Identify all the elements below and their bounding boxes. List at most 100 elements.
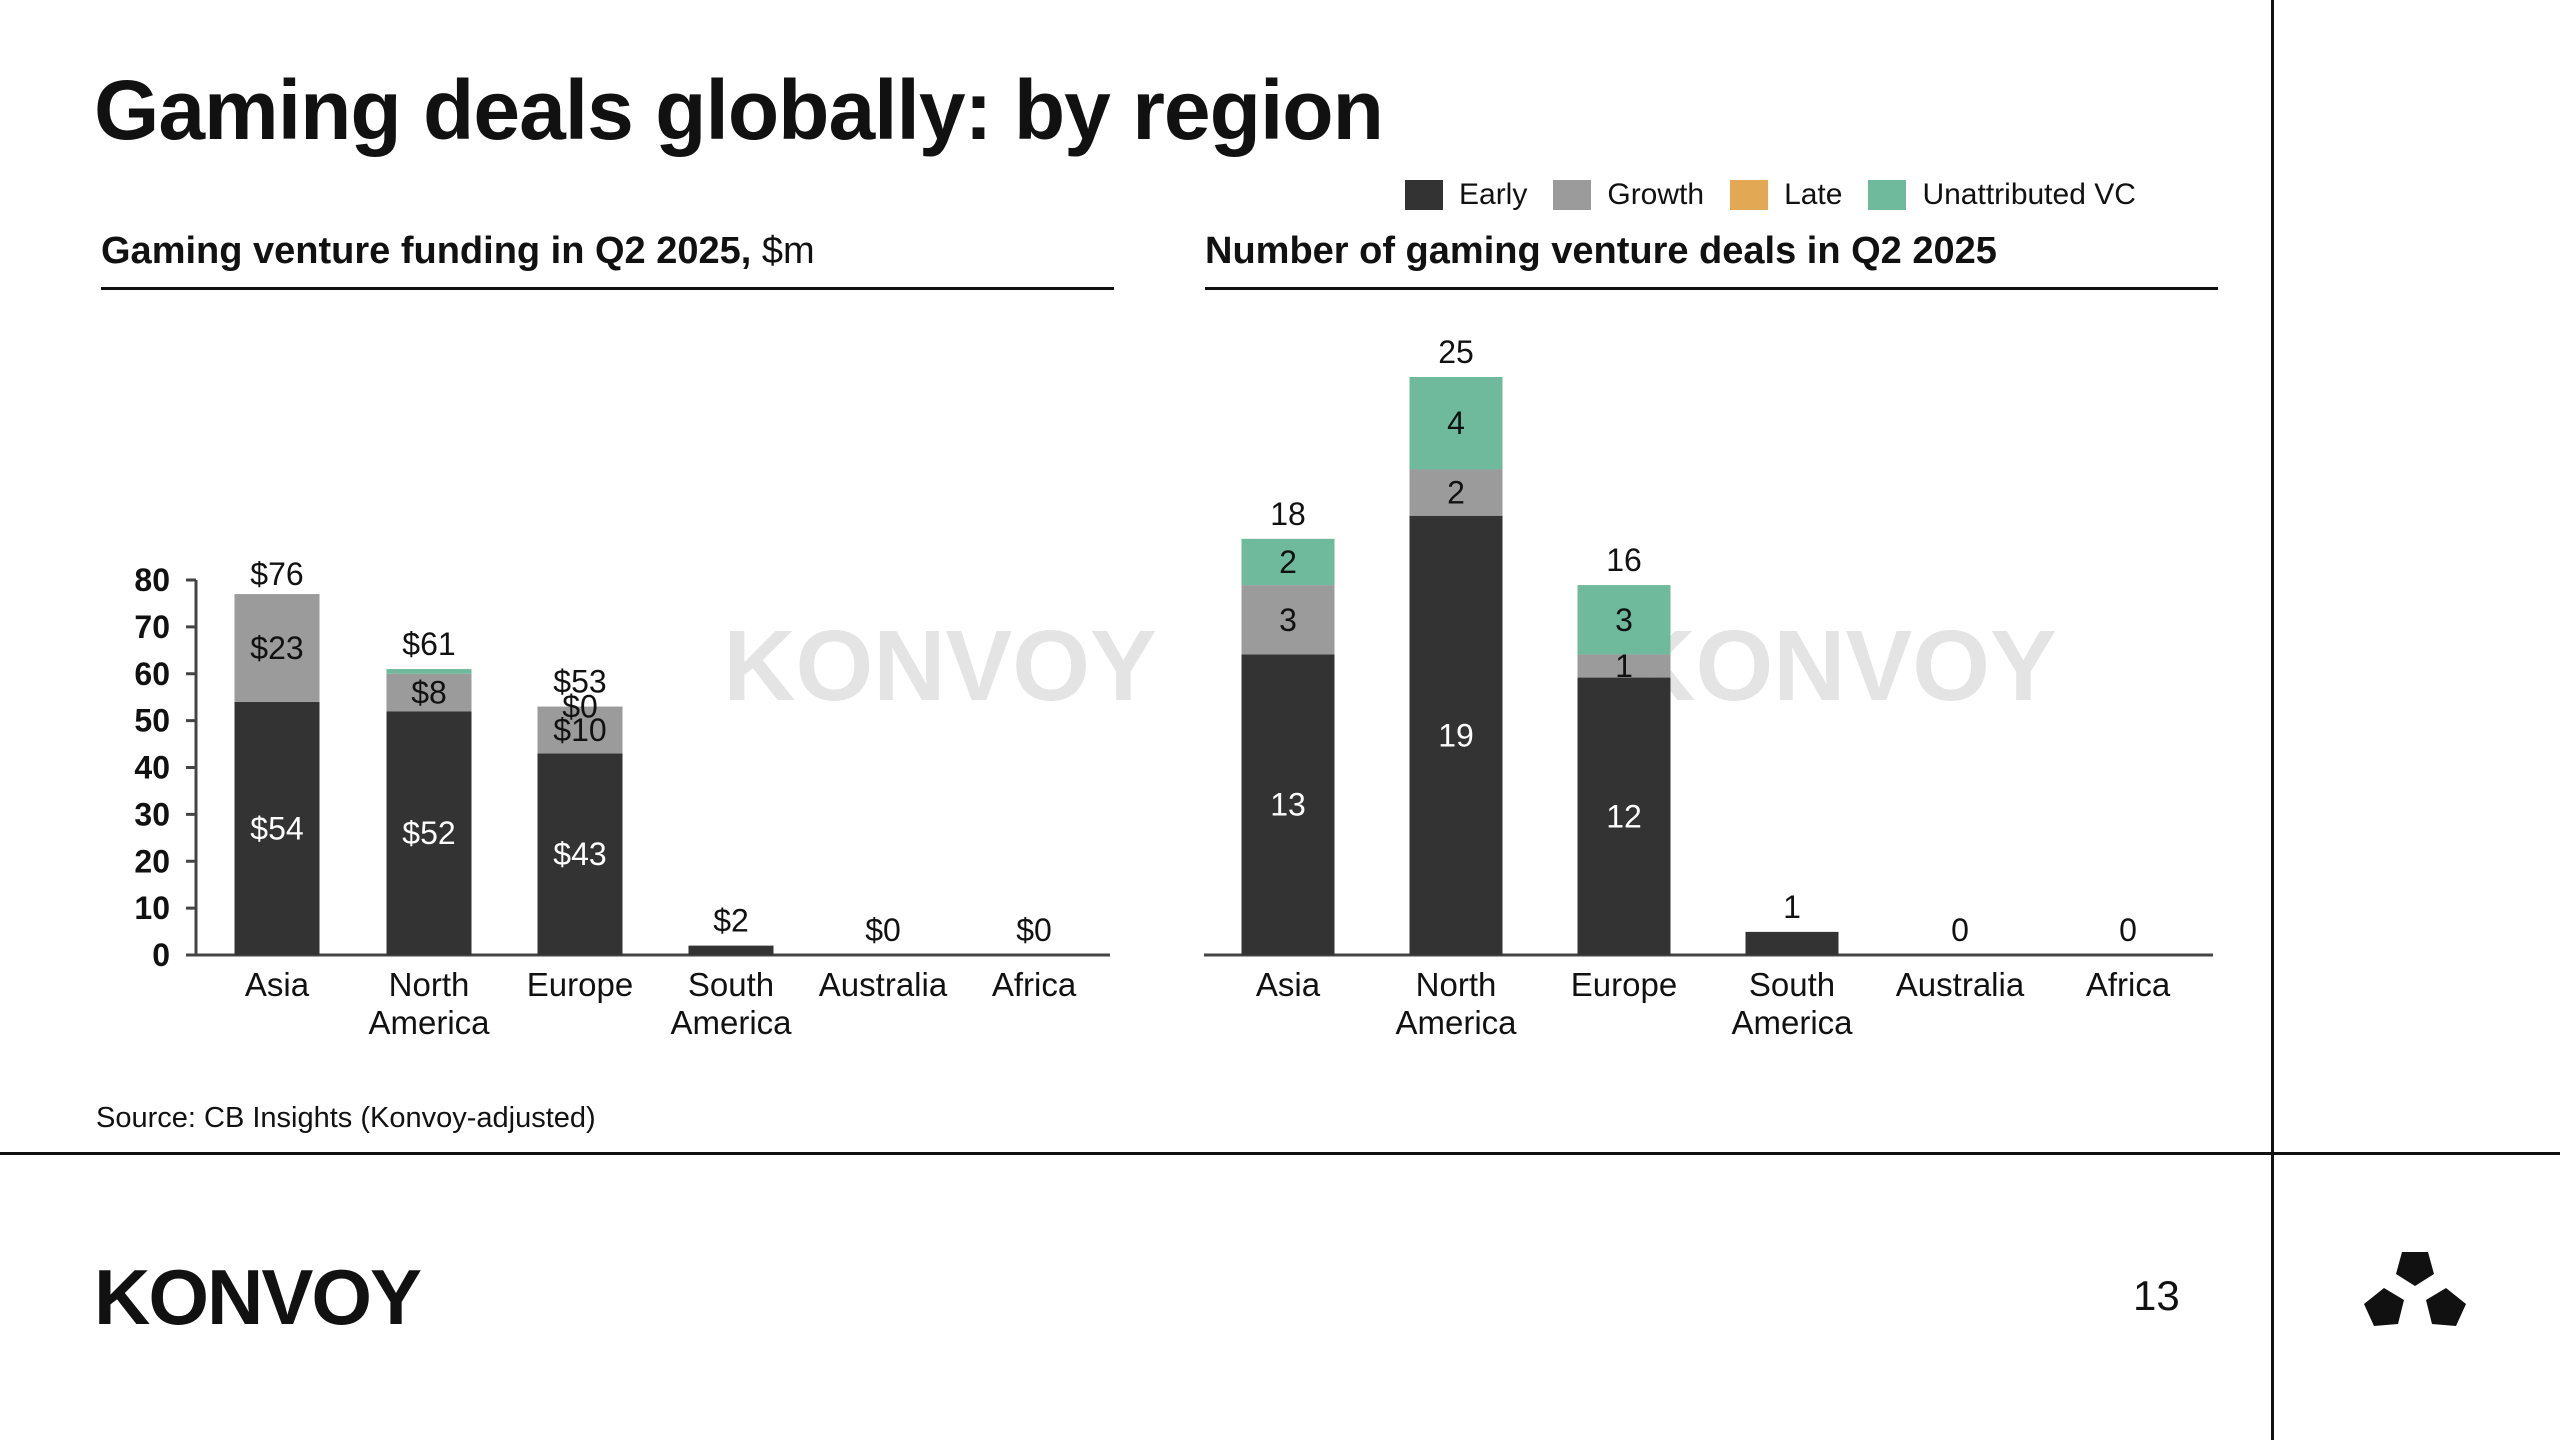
funding-category-label-north-america-line-1: North: [389, 966, 470, 1003]
funding-chart-title-text: Gaming venture funding in Q2 2025,: [101, 230, 752, 272]
funding-segment-label-europe-early: $43: [553, 836, 606, 872]
legend-swatch-unattributed-vc: [1868, 180, 1907, 210]
funding-y-tick-label-70: 70: [134, 609, 170, 645]
deals-segment-label-asia-unattributed-vc: 2: [1279, 544, 1297, 580]
funding-y-tick-label-50: 50: [134, 703, 170, 739]
vertical-divider: [2271, 0, 2274, 1440]
funding-bar-asia-growth: [234, 594, 320, 702]
deals-total-label-africa: 0: [2119, 912, 2137, 948]
deals-total-label-north-america: 25: [1438, 334, 1474, 370]
legend-label-growth: Growth: [1607, 178, 1705, 211]
deals-bar-north-america-growth: [1409, 469, 1503, 516]
deals-segment-label-asia-growth: 3: [1279, 602, 1297, 638]
funding-total-label-africa: $0: [1016, 912, 1052, 948]
watermark-right-text: KONVOY: [1623, 610, 2056, 722]
deals-total-label-south-america: 1: [1783, 889, 1801, 925]
funding-chart-title-unit: $m: [761, 230, 815, 272]
deals-chart: 133218Asia192425NorthAmerica121316Europe…: [1204, 334, 2213, 1041]
funding-total-label-europe: $53: [553, 664, 606, 700]
deals-bar-europe-early: [1577, 677, 1671, 955]
deals-chart-title: Number of gaming venture deals in Q2 202…: [1205, 230, 1997, 273]
funding-bar-europe-growth: [537, 706, 623, 754]
funding-y-tick-label-30: 30: [134, 796, 170, 832]
konvoy-mark-icon: [2364, 1252, 2466, 1326]
deals-category-label-europe: Europe: [1571, 966, 1677, 1003]
funding-category-label-europe: Europe: [527, 966, 633, 1003]
charts-canvas: KONVOY KONVOY 01020304050607080$54$23$76…: [134, 334, 2213, 1041]
deals-bar-europe-growth: [1577, 654, 1671, 678]
funding-total-label-asia: $76: [250, 556, 303, 592]
funding-bar-north-america-early: [386, 711, 472, 955]
deals-segment-label-north-america-early: 19: [1438, 717, 1474, 753]
watermark-left-text: KONVOY: [723, 610, 1156, 722]
funding-segment-label-north-america-early: $52: [402, 815, 455, 851]
funding-category-label-asia: Asia: [245, 966, 310, 1003]
deals-category-label-asia: Asia: [1256, 966, 1321, 1003]
watermark-right: KONVOY: [1623, 610, 2056, 722]
deals-category-label-north-america-line-1: North: [1416, 966, 1497, 1003]
legend-item-unattributed-vc: Unattributed VC: [1868, 178, 2136, 212]
deals-segment-label-europe-growth: 1: [1615, 648, 1633, 684]
deals-bar-south-america-early: [1745, 931, 1839, 955]
deals-chart-title-text: Number of gaming venture deals in Q2 202…: [1205, 230, 1997, 272]
source-note: Source: CB Insights (Konvoy-adjusted): [96, 1102, 596, 1134]
deals-total-label-asia: 18: [1270, 496, 1306, 532]
funding-chart: 0 10 20 30 40 50 60 70 80 $54 $23 $76 Asia $52 $8 $61 No…: [134, 556, 1110, 1041]
deals-bar-europe-unattributed-vc: [1577, 585, 1671, 655]
deals-total-label-europe: 16: [1606, 542, 1642, 578]
funding-category-label-south-america-line-1: South: [688, 966, 774, 1003]
horizontal-divider: [0, 1152, 2560, 1155]
funding-total-label-australia: $0: [865, 912, 901, 948]
funding-segment-label-europe-growth: $10: [553, 712, 606, 748]
deals-bar-north-america-early: [1409, 515, 1503, 955]
funding-y-tick-label-80: 80: [134, 562, 170, 598]
page-number: 13: [2133, 1272, 2180, 1319]
funding-bar-north-america-unattributed-vc: [386, 669, 472, 674]
deals-segment-label-asia-early: 13: [1270, 787, 1306, 823]
funding-category-label-australia: Australia: [819, 966, 948, 1003]
deals-category-label-australia: Australia: [1896, 966, 2025, 1003]
legend-item-early: Early: [1405, 178, 1527, 212]
legend-label-late: Late: [1784, 178, 1843, 211]
funding-segment-label-north-america-growth: $8: [411, 675, 447, 711]
funding-bar-europe-early: [537, 753, 623, 955]
legend-label-unattributed-vc: Unattributed VC: [1922, 178, 2136, 211]
deals-segment-label-europe-unattributed-vc: 3: [1615, 602, 1633, 638]
deals-chart-title-rule: [1205, 287, 2218, 290]
deals-segment-label-europe-early: 12: [1606, 798, 1642, 834]
deals-bar-asia-early: [1241, 654, 1335, 955]
funding-y-tick-label-40: 40: [134, 750, 170, 786]
funding-category-label-africa: Africa: [992, 966, 1077, 1003]
funding-y-tick-label-60: 60: [134, 656, 170, 692]
funding-segment-label-europe-unattributed-vc: $0: [562, 689, 598, 725]
funding-bar-asia-early: [234, 701, 320, 955]
funding-chart-title-rule: [101, 287, 1114, 290]
deals-category-label-north-america-line-2: America: [1395, 1004, 1517, 1041]
konvoy-logo: KONVOY: [94, 1253, 422, 1341]
legend-label-early: Early: [1459, 178, 1528, 211]
funding-bar-north-america-growth: [386, 673, 472, 712]
deals-bar-asia-unattributed-vc: [1241, 538, 1335, 586]
funding-y-tick-label-10: 10: [134, 890, 170, 926]
legend-swatch-growth: [1553, 180, 1592, 210]
funding-total-label-south-america: $2: [713, 903, 749, 939]
deals-category-label-south-america-line-1: South: [1749, 966, 1835, 1003]
funding-segment-label-asia-early: $54: [250, 810, 303, 846]
legend-swatch-early: [1405, 180, 1443, 210]
deals-bar-north-america-unattributed-vc: [1409, 377, 1503, 470]
funding-chart-title: Gaming venture funding in Q2 2025, $m: [101, 230, 815, 273]
funding-y-tick-label-0: 0: [152, 937, 170, 973]
chart-legend: Early Growth Late Unattributed VC: [1405, 178, 2162, 212]
legend-swatch-late: [1730, 180, 1769, 210]
funding-segment-label-asia-growth: $23: [250, 630, 303, 666]
funding-total-label-north-america: $61: [402, 626, 455, 662]
deals-bar-asia-growth: [1241, 585, 1335, 655]
watermark-left: KONVOY: [723, 610, 1156, 722]
legend-item-growth: Growth: [1553, 178, 1704, 212]
page-title: Gaming deals globally: by region: [94, 63, 1384, 157]
deals-total-label-australia: 0: [1951, 912, 1969, 948]
deals-category-label-africa: Africa: [2086, 966, 2171, 1003]
funding-category-label-north-america-line-2: America: [368, 1004, 490, 1041]
deals-segment-label-north-america-unattributed-vc: 4: [1447, 405, 1465, 441]
funding-category-label-south-america-line-2: America: [670, 1004, 792, 1041]
